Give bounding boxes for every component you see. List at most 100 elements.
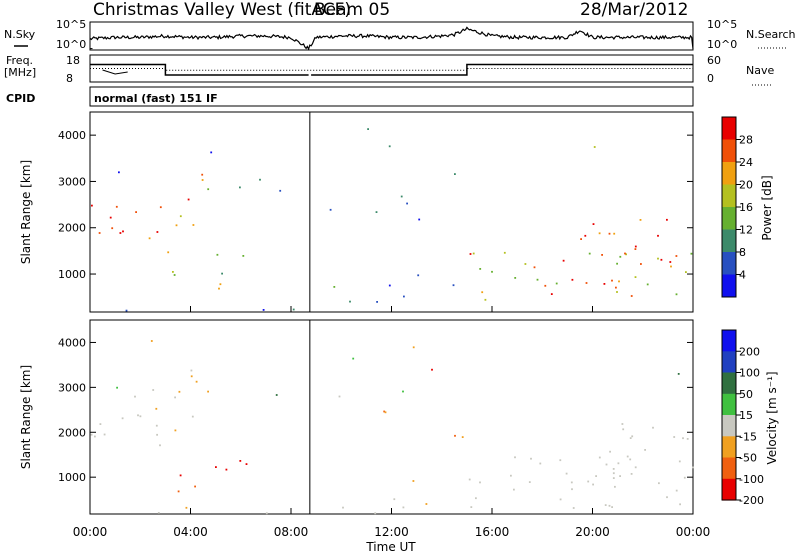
colorbar-segment (722, 252, 736, 275)
echo-point (192, 224, 195, 226)
echo-point (279, 189, 282, 192)
echo-point (139, 415, 142, 418)
echo-point (178, 390, 181, 393)
echo-point (588, 252, 591, 255)
echo-point (634, 248, 637, 250)
echo-point (210, 151, 213, 154)
echo-point (400, 195, 403, 198)
echo-point (513, 488, 515, 491)
echo-point (686, 438, 689, 440)
echo-point (431, 368, 433, 371)
echo-point (685, 271, 687, 273)
echo-point (634, 466, 637, 469)
echo-point (388, 284, 391, 287)
colorbar-tick-label: -50 (739, 452, 757, 465)
echo-point (598, 232, 601, 235)
echo-point (631, 435, 634, 438)
nave-series-line (90, 68, 693, 71)
station-title: Christmas Valley West (fitACF) (93, 0, 351, 20)
echo-point (603, 283, 606, 285)
freq-plot (90, 63, 693, 76)
echo-point (103, 433, 106, 436)
echo-point (135, 211, 137, 213)
echo-point (612, 477, 615, 479)
echo-point (191, 415, 194, 418)
echo-point (406, 202, 408, 205)
echo-point (612, 472, 615, 475)
y-tick-label: 3000 (58, 175, 86, 188)
echo-point (388, 145, 391, 148)
echo-point (167, 251, 170, 254)
echo-point (613, 232, 616, 235)
echo-point (125, 309, 128, 312)
x-tick-label: 16:00 (475, 525, 510, 539)
colorbar-tick-label: 100 (739, 367, 760, 380)
echo-point (259, 178, 261, 181)
echo-point (536, 278, 539, 281)
echo-point (425, 503, 428, 505)
freq-series-line-1 (311, 63, 693, 76)
echo-point (292, 308, 295, 311)
echo-point (630, 295, 633, 297)
echo-point (670, 265, 672, 268)
colorbar-segment (722, 415, 736, 437)
echo-point (94, 435, 96, 438)
colorbar-segment (722, 372, 736, 395)
x-tick-label: 20:00 (575, 525, 610, 539)
freq-tick-top: 18 (66, 54, 80, 67)
echo-point (658, 482, 660, 485)
echo-point (570, 481, 573, 484)
echo-point (216, 253, 219, 256)
colorbar-tick-label: 12 (739, 224, 753, 237)
colorbar-segment (722, 330, 736, 352)
velocity-colorbar: 200 100 50 15 -15 -50 -100 -200 (721, 329, 764, 507)
echo-point (121, 417, 124, 420)
colorbar-segment (722, 139, 736, 163)
velocity-scatter-plot (90, 320, 694, 515)
echo-point (376, 301, 378, 303)
echo-point (452, 284, 455, 287)
echo-point (461, 436, 464, 438)
echo-point (195, 380, 198, 383)
echo-point (155, 407, 158, 410)
echo-point (194, 485, 196, 488)
echo-point (185, 506, 188, 509)
echo-point (109, 216, 112, 219)
echo-point (352, 357, 355, 360)
echo-point (669, 261, 672, 263)
echo-point (190, 369, 193, 372)
echo-point (587, 480, 590, 483)
echo-point (673, 436, 676, 438)
cpid-value: normal (fast) 151 IF (94, 92, 218, 105)
echo-point (666, 218, 668, 221)
echo-point (174, 429, 177, 432)
echo-point (544, 284, 547, 287)
echo-point (157, 512, 160, 514)
velocity-colorbar-label: Velocity [m s⁻¹] (765, 371, 779, 464)
velocity-panel-frame (89, 319, 694, 515)
echo-point (402, 506, 405, 509)
echo-point (629, 458, 632, 461)
echo-point (585, 282, 588, 284)
echo-point (646, 283, 649, 286)
echo-point (111, 227, 114, 230)
echo-point (683, 476, 686, 479)
colorbar-tick-label: 8 (739, 246, 746, 259)
echo-point (338, 395, 341, 398)
colorbar-tick-label: 20 (739, 179, 753, 192)
x-tick-label: 12:00 (374, 525, 409, 539)
echo-point (329, 208, 332, 211)
y-tick-label: 1000 (58, 471, 86, 484)
power-y-axis: 1000 2000 3000 4000 (58, 129, 693, 281)
echo-point (472, 252, 475, 255)
nsearch-label: N.Search (746, 28, 796, 41)
nsearch-tick-top: 10^5 (707, 18, 737, 31)
time-axis: 00:00 04:00 08:00 12:00 16:00 20:00 00:00 (73, 306, 710, 539)
echo-point (265, 512, 268, 515)
echo-point (657, 234, 659, 237)
echo-point (115, 205, 118, 208)
echo-point (116, 386, 118, 389)
power-panel-frame (89, 111, 694, 313)
echo-point (179, 215, 182, 218)
echo-point (621, 423, 624, 425)
